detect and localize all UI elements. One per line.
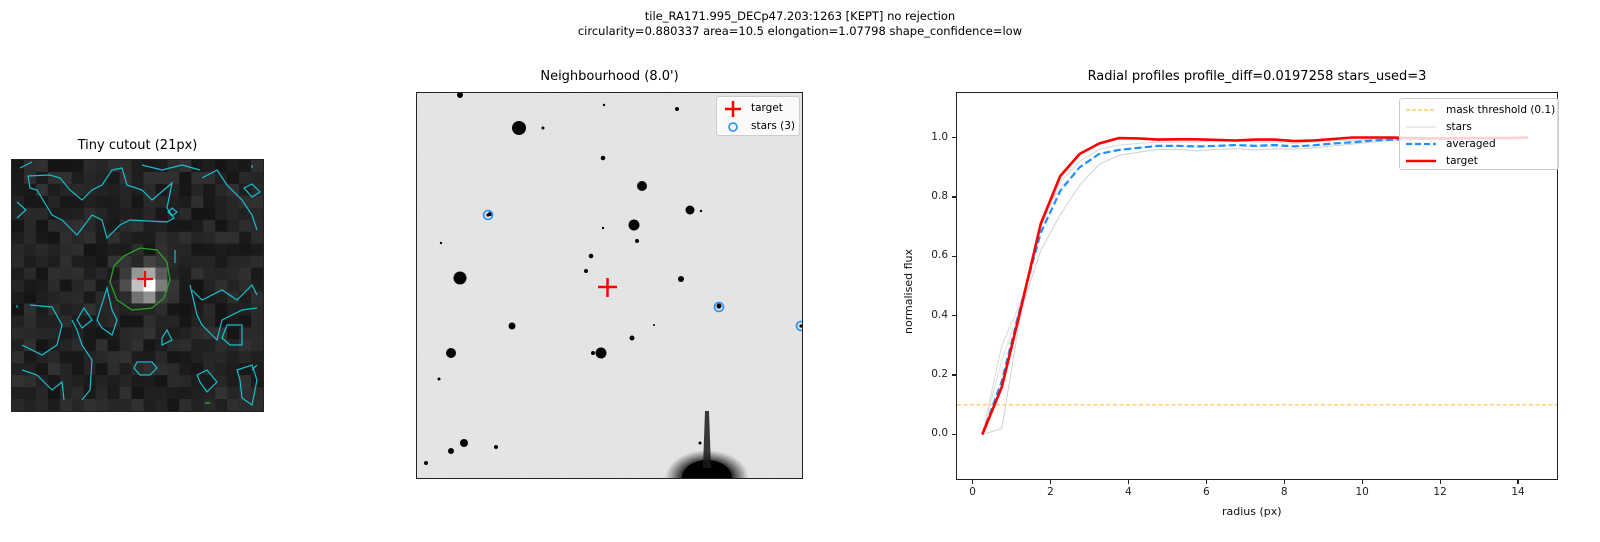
- legend-label-target: target: [751, 102, 783, 114]
- radial-legend: mask threshold (0.1) stars averaged targ…: [1399, 98, 1559, 170]
- x-tick-label: 4: [1125, 486, 1132, 498]
- neighbourhood-legend: target stars (3): [716, 96, 800, 136]
- x-tick-label: 0: [969, 486, 976, 498]
- cutout-overlays: [16, 161, 261, 407]
- legend-item-mask-threshold: mask threshold (0.1): [1400, 101, 1558, 118]
- blue-circle-icon: [723, 119, 743, 133]
- x-tick: [1361, 480, 1363, 484]
- x-tick-label: 12: [1433, 486, 1447, 498]
- legend-item-target: target: [717, 99, 799, 117]
- legend-label-target: target: [1446, 154, 1478, 167]
- target-profile-line: [981, 136, 1528, 435]
- y-tick: [952, 315, 956, 317]
- star-profile-line: [982, 137, 1528, 435]
- x-tick-label: 8: [1280, 486, 1288, 498]
- y-tick: [952, 374, 956, 376]
- sky-field: [417, 93, 802, 478]
- legend-item-averaged: averaged: [1400, 135, 1558, 152]
- bright-star-halo: [665, 411, 749, 478]
- target-cross-icon: [598, 278, 617, 297]
- x-tick-label: 10: [1355, 486, 1369, 498]
- neighbourhood-image: target stars (3): [416, 92, 803, 479]
- y-axis-label: normalised flux: [902, 249, 915, 334]
- averaged-swatch-icon: [1406, 137, 1436, 151]
- x-tick: [1517, 480, 1519, 484]
- radial-title: Radial profiles profile_diff=0.0197258 s…: [1087, 69, 1427, 84]
- x-axis-label: radius (px): [1222, 505, 1282, 518]
- cutout-image: [11, 159, 264, 412]
- star-profile-line: [981, 137, 1528, 435]
- y-tick: [952, 136, 956, 139]
- neighbourhood-title: Neighbourhood (8.0'): [540, 69, 679, 84]
- noise-contours: [16, 161, 261, 407]
- x-tick: [1283, 480, 1285, 484]
- mask-threshold-swatch-icon: [1406, 103, 1436, 117]
- target-swatch-icon: [1406, 154, 1436, 168]
- y-tick-label: 0.4: [931, 308, 948, 321]
- x-tick: [1127, 480, 1130, 484]
- x-tick: [1439, 480, 1441, 484]
- target-cross-icon: [137, 271, 153, 287]
- suptitle-line-2: circularity=0.880337 area=10.5 elongatio…: [577, 24, 1023, 38]
- red-plus-icon: [723, 101, 743, 117]
- y-tick: [952, 196, 956, 198]
- radial-plot-area: mask threshold (0.1) stars averaged targ…: [956, 92, 1559, 480]
- legend-label-stars: stars (3): [751, 120, 796, 132]
- y-tick-label: 0.0: [931, 427, 948, 440]
- reference-star-markers: [482, 209, 802, 332]
- y-tick-label: 0.6: [931, 249, 948, 262]
- x-tick: [1205, 480, 1207, 484]
- y-tick: [952, 433, 956, 436]
- star-profile-line: [981, 137, 1528, 435]
- star-marker-3: [795, 320, 802, 332]
- figure-suptitle: tile_RA171.995_DECp47.203:1263 [KEPT] no…: [0, 9, 1600, 39]
- y-tick-label: 0.8: [931, 189, 948, 202]
- averaged-profile-line: [981, 136, 1528, 435]
- star-marker-2: [713, 301, 725, 313]
- legend-item-target: target: [1400, 152, 1558, 169]
- cutout-title: Tiny cutout (21px): [77, 138, 198, 153]
- legend-label-mask-threshold: mask threshold (0.1): [1446, 103, 1556, 116]
- legend-item-stars: stars: [1400, 118, 1558, 135]
- legend-item-stars: stars (3): [717, 117, 799, 135]
- y-tick-label: 0.2: [931, 368, 948, 381]
- y-tick-label: 1.0: [931, 130, 948, 143]
- suptitle-line-1: tile_RA171.995_DECp47.203:1263 [KEPT] no…: [644, 9, 956, 23]
- legend-label-averaged: averaged: [1446, 137, 1496, 150]
- stars-swatch-icon: [1406, 120, 1436, 134]
- x-tick-label: 6: [1203, 486, 1210, 498]
- x-tick: [971, 480, 974, 484]
- x-tick-label: 14: [1511, 486, 1525, 498]
- legend-label-stars: stars: [1446, 120, 1472, 133]
- x-tick-label: 2: [1047, 486, 1054, 498]
- mask-contour: [109, 247, 171, 311]
- x-tick: [1049, 480, 1052, 484]
- y-tick: [952, 255, 956, 257]
- star-marker-1: [482, 209, 494, 221]
